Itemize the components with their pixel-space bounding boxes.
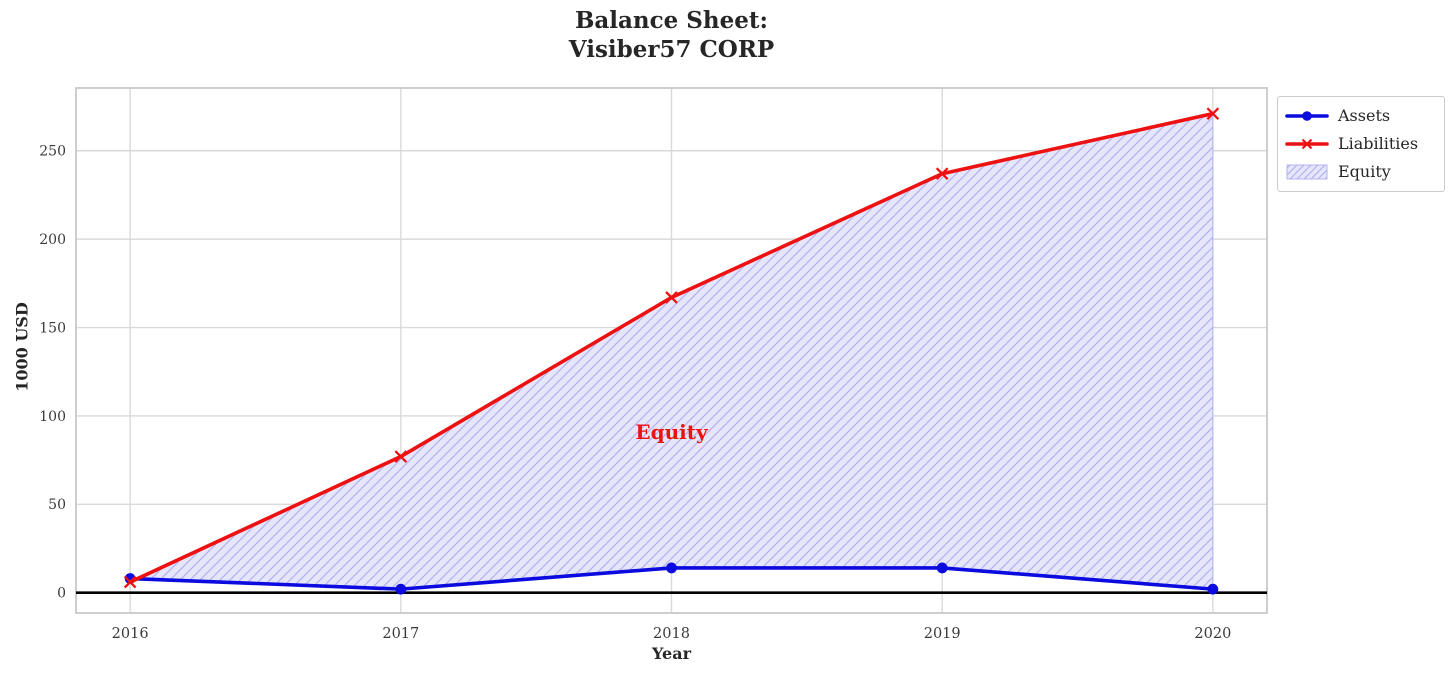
legend-label-equity: Equity (1338, 162, 1391, 181)
x-tick-labels: 2016 2017 2018 2019 2020 (112, 626, 1232, 642)
legend-label-liabilities: Liabilities (1338, 134, 1419, 153)
y-tick-label: 200 (39, 232, 66, 248)
data-point-liabilities (1206, 107, 1220, 120)
x-tick-label: 2018 (653, 626, 690, 642)
legend-item-assets: Assets (1285, 102, 1436, 130)
y-tick-label: 250 (39, 144, 66, 160)
data-point-liabilities (123, 575, 137, 589)
data-point-assets (936, 562, 948, 574)
x-tick-label: 2019 (924, 626, 961, 642)
y-tick-label: 100 (39, 409, 66, 425)
x-tick-label: 2020 (1194, 626, 1231, 642)
data-point-assets (395, 583, 407, 595)
legend-hatch-swatch-equity (1285, 163, 1329, 181)
x-tick-label: 2017 (382, 626, 419, 642)
y-tick-label: 0 (57, 586, 66, 602)
chart-title: Balance Sheet: Visiber57 CORP (76, 6, 1267, 64)
y-tick-labels: 0 50 100 150 200 250 (39, 144, 66, 602)
data-point-assets (1207, 583, 1219, 595)
y-axis-label: 1000 USD (12, 302, 32, 392)
legend-line-marker-liabilities (1285, 135, 1329, 153)
data-point-liabilities (394, 450, 408, 463)
data-point-liabilities (665, 291, 678, 304)
x-axis-label: Year (651, 644, 691, 663)
data-point-liabilities (935, 167, 949, 181)
legend-item-equity: Equity (1285, 158, 1436, 186)
chart-title-line2: Visiber57 CORP (568, 36, 775, 63)
series-liabilities (123, 107, 1220, 589)
plot-border (75, 87, 1268, 614)
x-tick-label: 2016 (112, 626, 149, 642)
y-tick-label: 50 (48, 497, 66, 513)
equity-annotation: Equity (635, 420, 709, 444)
y-tick-label: 150 (39, 320, 66, 336)
legend-item-liabilities: Liabilities (1285, 130, 1436, 158)
legend-label-assets: Assets (1338, 106, 1391, 125)
legend-line-marker-assets (1285, 107, 1329, 125)
data-point-assets (666, 562, 677, 574)
chart-title-line1: Balance Sheet: (574, 7, 769, 34)
legend: Assets Liabilities Equity (1277, 96, 1445, 192)
series-assets (124, 562, 1219, 595)
